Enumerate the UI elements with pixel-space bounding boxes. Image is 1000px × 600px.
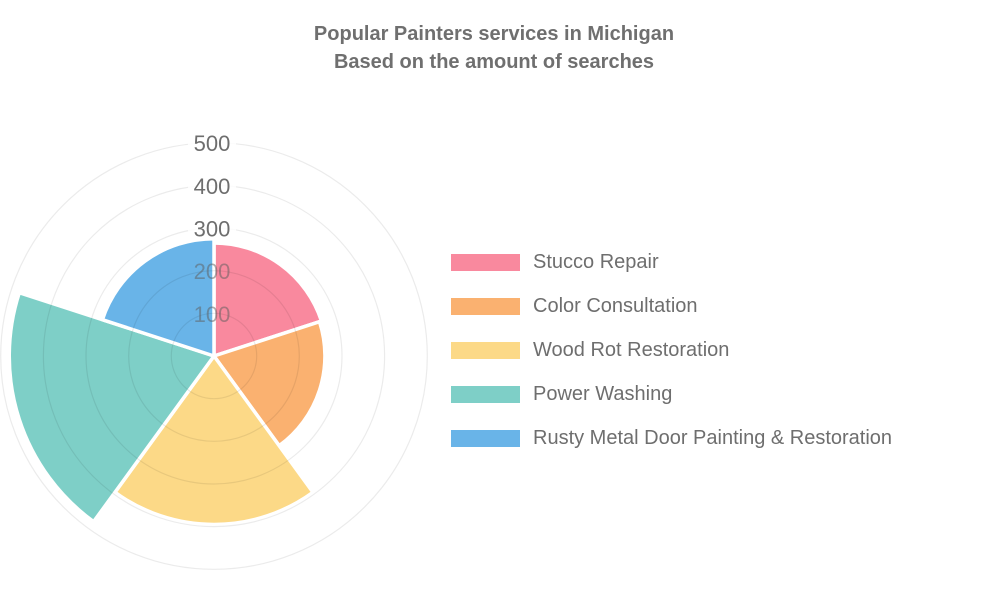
grid-ring-100 (170, 312, 258, 400)
tick-backdrop (188, 217, 236, 239)
sector-rusty-metal-door-painting-restoration[interactable] (100, 236, 216, 358)
legend-label: Rusty Metal Door Painting & Restoration (533, 426, 893, 449)
legend-item-rusty-metal-door-painting-restoration[interactable]: Rusty Metal Door Painting & Restoration (451, 425, 892, 451)
r-axis-tick-100: 100 (194, 302, 231, 327)
r-axis-tick-400: 400 (194, 174, 231, 199)
sector-wood-rot-restoration[interactable] (113, 354, 315, 527)
legend-swatch (451, 341, 520, 359)
legend-swatch (451, 385, 520, 403)
sector-color-consultation[interactable] (212, 319, 327, 448)
legend-item-stucco-repair[interactable]: Stucco Repair (451, 249, 892, 275)
legend-label: Power Washing (533, 382, 673, 405)
r-axis-tick-200: 200 (194, 259, 231, 284)
legend-swatch (451, 429, 520, 447)
legend-label: Color Consultation (533, 294, 698, 317)
sector-power-washing[interactable] (7, 290, 216, 524)
chart-title: Popular Painters services in Michigan Ba… (0, 20, 988, 76)
chart-legend: Stucco Repair Color Consultation Wood Rot … (451, 249, 892, 469)
r-axis-tick-500: 500 (194, 131, 231, 156)
grid-ring-200 (128, 270, 300, 442)
tick-backdrop (188, 174, 236, 196)
r-axis-tick-300: 300 (194, 217, 231, 242)
legend-label: Wood Rot Restoration (533, 338, 730, 361)
tick-backdrop (188, 131, 236, 153)
legend-item-color-consultation[interactable]: Color Consultation (451, 293, 892, 319)
legend-item-wood-rot-restoration[interactable]: Wood Rot Restoration (451, 337, 892, 363)
sector-stucco-repair[interactable] (212, 241, 324, 358)
legend-swatch (451, 253, 520, 271)
chart-title-line2: Based on the amount of searches (333, 51, 655, 73)
chart-title-line1: Popular Painters services in Michigan (313, 23, 675, 45)
legend-swatch (451, 297, 520, 315)
legend-item-power-washing[interactable]: Power Washing (451, 381, 892, 407)
legend-label: Stucco Repair (533, 250, 659, 273)
